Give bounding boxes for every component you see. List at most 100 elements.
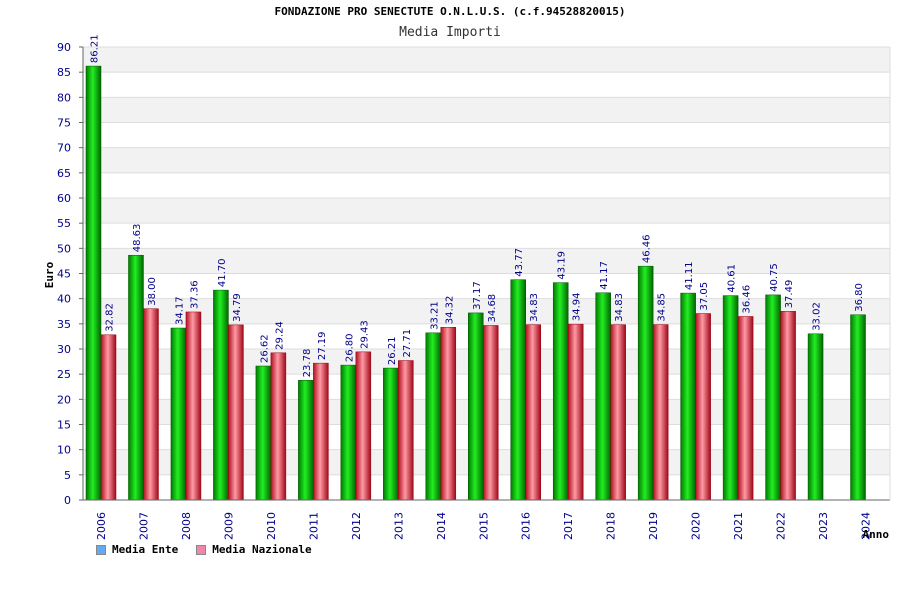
legend-label: Media Nazionale	[212, 543, 312, 556]
data-label: 41.17	[599, 261, 610, 290]
legend-label: Media Ente	[112, 543, 179, 556]
x-tick-label: 2022	[775, 512, 788, 540]
bar-media-ente	[128, 254, 144, 501]
x-tick-label: 2016	[520, 512, 533, 540]
x-tick-label: 2020	[690, 512, 703, 540]
data-label: 48.63	[132, 224, 143, 253]
bars	[85, 65, 866, 501]
data-label: 43.77	[514, 248, 525, 277]
data-label: 86.21	[90, 34, 101, 63]
bar-media-ente	[807, 333, 824, 501]
x-tick-label: 2021	[732, 512, 745, 540]
grid-band	[83, 97, 890, 123]
data-label: 37.49	[784, 280, 795, 309]
data-labels: 86.21 32.82 48.63 38.00 34.17 37.36 41.70 34.79…	[90, 34, 866, 377]
data-label: 46.46	[642, 235, 653, 264]
y-tick-label: 65	[57, 167, 71, 180]
y-tick-label: 10	[57, 444, 71, 457]
y-tick-label: 55	[57, 217, 71, 230]
y-tick-label: 25	[57, 368, 71, 381]
data-label: 26.80	[344, 333, 355, 362]
bar-media-ente	[213, 289, 229, 501]
data-label: 41.70	[217, 258, 228, 287]
x-tick-label: 2018	[605, 512, 618, 540]
y-tick-label: 60	[57, 192, 71, 205]
x-axis-label: Anno	[863, 528, 890, 541]
data-label: 33.02	[812, 302, 823, 331]
bar-media-ente	[595, 292, 611, 501]
y-axis-label: Euro	[43, 261, 56, 288]
data-label: 38.00	[147, 277, 158, 306]
bar-media-nazionale	[100, 334, 117, 501]
data-label: 36.46	[742, 285, 753, 314]
x-tick-label: 2008	[180, 512, 193, 540]
bar-media-nazionale	[228, 324, 244, 501]
x-tick-label: 2015	[477, 512, 490, 540]
y-tick-label: 20	[57, 393, 71, 406]
bar-media-nazionale	[737, 316, 754, 501]
bar-media-nazionale	[398, 360, 414, 501]
x-tick-label: 2014	[435, 512, 448, 540]
y-tick-label: 85	[57, 66, 71, 79]
bar-media-ente	[468, 312, 484, 501]
data-label: 40.75	[769, 263, 780, 292]
x-tick-label: 2013	[392, 512, 405, 540]
x-tick-label: 2012	[350, 512, 363, 540]
data-label: 34.94	[572, 292, 583, 321]
bar-media-nazionale	[355, 351, 372, 501]
chart-subtitle: Media Importi	[399, 25, 501, 40]
y-tick-label: 5	[64, 469, 71, 482]
bar-media-ente	[722, 295, 739, 501]
legend-swatch	[196, 544, 207, 555]
bar-media-ente	[340, 364, 357, 501]
data-label: 34.17	[174, 296, 185, 325]
data-label: 43.19	[557, 251, 568, 280]
x-tick-label: 2011	[307, 512, 320, 540]
x-tick-labels: 2006 2007 2008 2009 2010 2011 2012 2013 2014 2015…	[95, 512, 873, 540]
data-label: 34.83	[614, 293, 625, 322]
legend-swatch	[96, 544, 106, 555]
grid-band	[83, 198, 890, 224]
y-tick-label: 90	[57, 41, 71, 54]
bar-media-ente	[298, 380, 314, 501]
x-tick-label: 2017	[562, 512, 575, 540]
bar-media-ente	[680, 292, 696, 501]
data-label: 37.36	[189, 280, 200, 309]
data-label: 34.83	[529, 293, 540, 322]
bar-media-nazionale	[483, 325, 499, 501]
data-label: 29.43	[359, 320, 370, 349]
bar-media-nazionale	[652, 324, 669, 501]
bar-media-nazionale	[525, 324, 541, 501]
data-label: 26.21	[387, 336, 398, 365]
bar-media-nazionale	[695, 313, 711, 501]
data-label: 36.80	[854, 283, 865, 312]
axes	[79, 46, 891, 501]
bar-media-nazionale	[143, 308, 159, 501]
bar-media-nazionale	[270, 352, 287, 501]
data-label: 34.68	[487, 294, 498, 323]
y-tick-label: 15	[57, 419, 71, 432]
bar-media-ente	[425, 332, 442, 501]
data-label: 34.32	[444, 296, 455, 325]
x-tick-label: 2007	[137, 512, 150, 540]
bar-media-ente	[637, 265, 654, 501]
data-label: 41.11	[684, 261, 695, 290]
data-label: 34.79	[232, 293, 243, 322]
bar-media-ente	[85, 65, 102, 501]
data-label: 26.62	[259, 334, 270, 363]
chart-title: FONDAZIONE PRO SENECTUTE O.N.L.U.S. (c.f…	[274, 5, 626, 18]
x-tick-label: 2023	[817, 512, 830, 540]
y-tick-label: 80	[57, 91, 71, 104]
bar-media-ente	[255, 365, 272, 501]
data-label: 33.21	[429, 301, 440, 330]
y-tick-label: 35	[57, 318, 71, 331]
bar-media-ente	[383, 367, 399, 501]
data-label: 34.85	[657, 293, 668, 322]
bar-media-nazionale	[567, 323, 584, 501]
data-label: 29.24	[274, 321, 285, 350]
grid-band	[83, 47, 890, 73]
bar-media-ente	[170, 327, 187, 501]
bar-media-ente	[850, 314, 866, 501]
data-label: 40.61	[727, 264, 738, 293]
